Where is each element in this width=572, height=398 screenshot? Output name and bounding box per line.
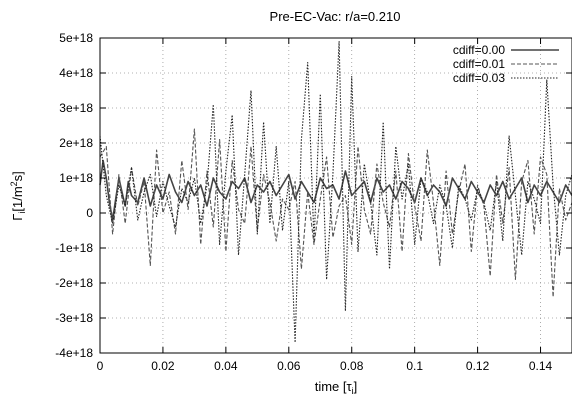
x-axis: 0 0.02 0.04 0.06 0.08 0.1 0.12 0.14 bbox=[97, 38, 553, 373]
legend-label: cdiff=0.03 bbox=[453, 71, 505, 85]
y-tick-label: 4e+18 bbox=[59, 66, 93, 80]
y-tick-label: 1e+18 bbox=[59, 171, 93, 185]
x-tick-label: 0.1 bbox=[406, 359, 423, 373]
y-tick-label: 5e+18 bbox=[59, 31, 93, 45]
x-tick-label: 0.08 bbox=[340, 359, 364, 373]
x-tick-label: 0.06 bbox=[277, 359, 301, 373]
x-tick-label: 0 bbox=[97, 359, 104, 373]
y-tick-label: -3e+18 bbox=[55, 311, 93, 325]
x-tick-label: 0.14 bbox=[529, 359, 553, 373]
x-tick-label: 0.12 bbox=[466, 359, 490, 373]
x-tick-label: 0.04 bbox=[214, 359, 238, 373]
y-axis-label-mid: [1/m bbox=[10, 186, 25, 211]
series-line-0 bbox=[99, 159, 572, 221]
x-tick-label: 0.02 bbox=[151, 359, 175, 373]
x-axis-label-sub: i bbox=[352, 386, 354, 396]
y-axis-label-end: s] bbox=[10, 171, 25, 181]
y-tick-label: -4e+18 bbox=[55, 346, 93, 360]
y-axis-label-sym: Γ bbox=[10, 214, 25, 221]
legend-label: cdiff=0.01 bbox=[453, 57, 505, 71]
x-axis-label-main: time [τ bbox=[315, 379, 353, 394]
y-tick-label: 2e+18 bbox=[59, 136, 93, 150]
series-line-1 bbox=[99, 128, 572, 298]
y-tick-label: -2e+18 bbox=[55, 276, 93, 290]
chart-title: Pre-EC-Vac: r/a=0.210 bbox=[270, 9, 401, 24]
y-axis-label-sup: 2 bbox=[9, 181, 19, 186]
legend-label: cdiff=0.00 bbox=[453, 43, 505, 57]
series-line-2 bbox=[99, 40, 572, 344]
y-tick-label: 0 bbox=[86, 206, 93, 220]
x-axis-label: time [τi] bbox=[315, 379, 358, 396]
series-layer bbox=[99, 40, 572, 344]
y-axis-label-sub: i bbox=[17, 212, 27, 214]
y-tick-label: -1e+18 bbox=[55, 241, 93, 255]
y-axis-label: Γi[1/m2s] bbox=[9, 171, 27, 221]
x-axis-label-end: ] bbox=[354, 379, 358, 394]
y-tick-label: 3e+18 bbox=[59, 101, 93, 115]
grid bbox=[100, 38, 572, 353]
y-axis: -4e+18 -3e+18 -2e+18 -1e+18 0 1e+18 2e+18 3e+18… bbox=[55, 31, 572, 360]
plot-frame bbox=[99, 37, 572, 354]
